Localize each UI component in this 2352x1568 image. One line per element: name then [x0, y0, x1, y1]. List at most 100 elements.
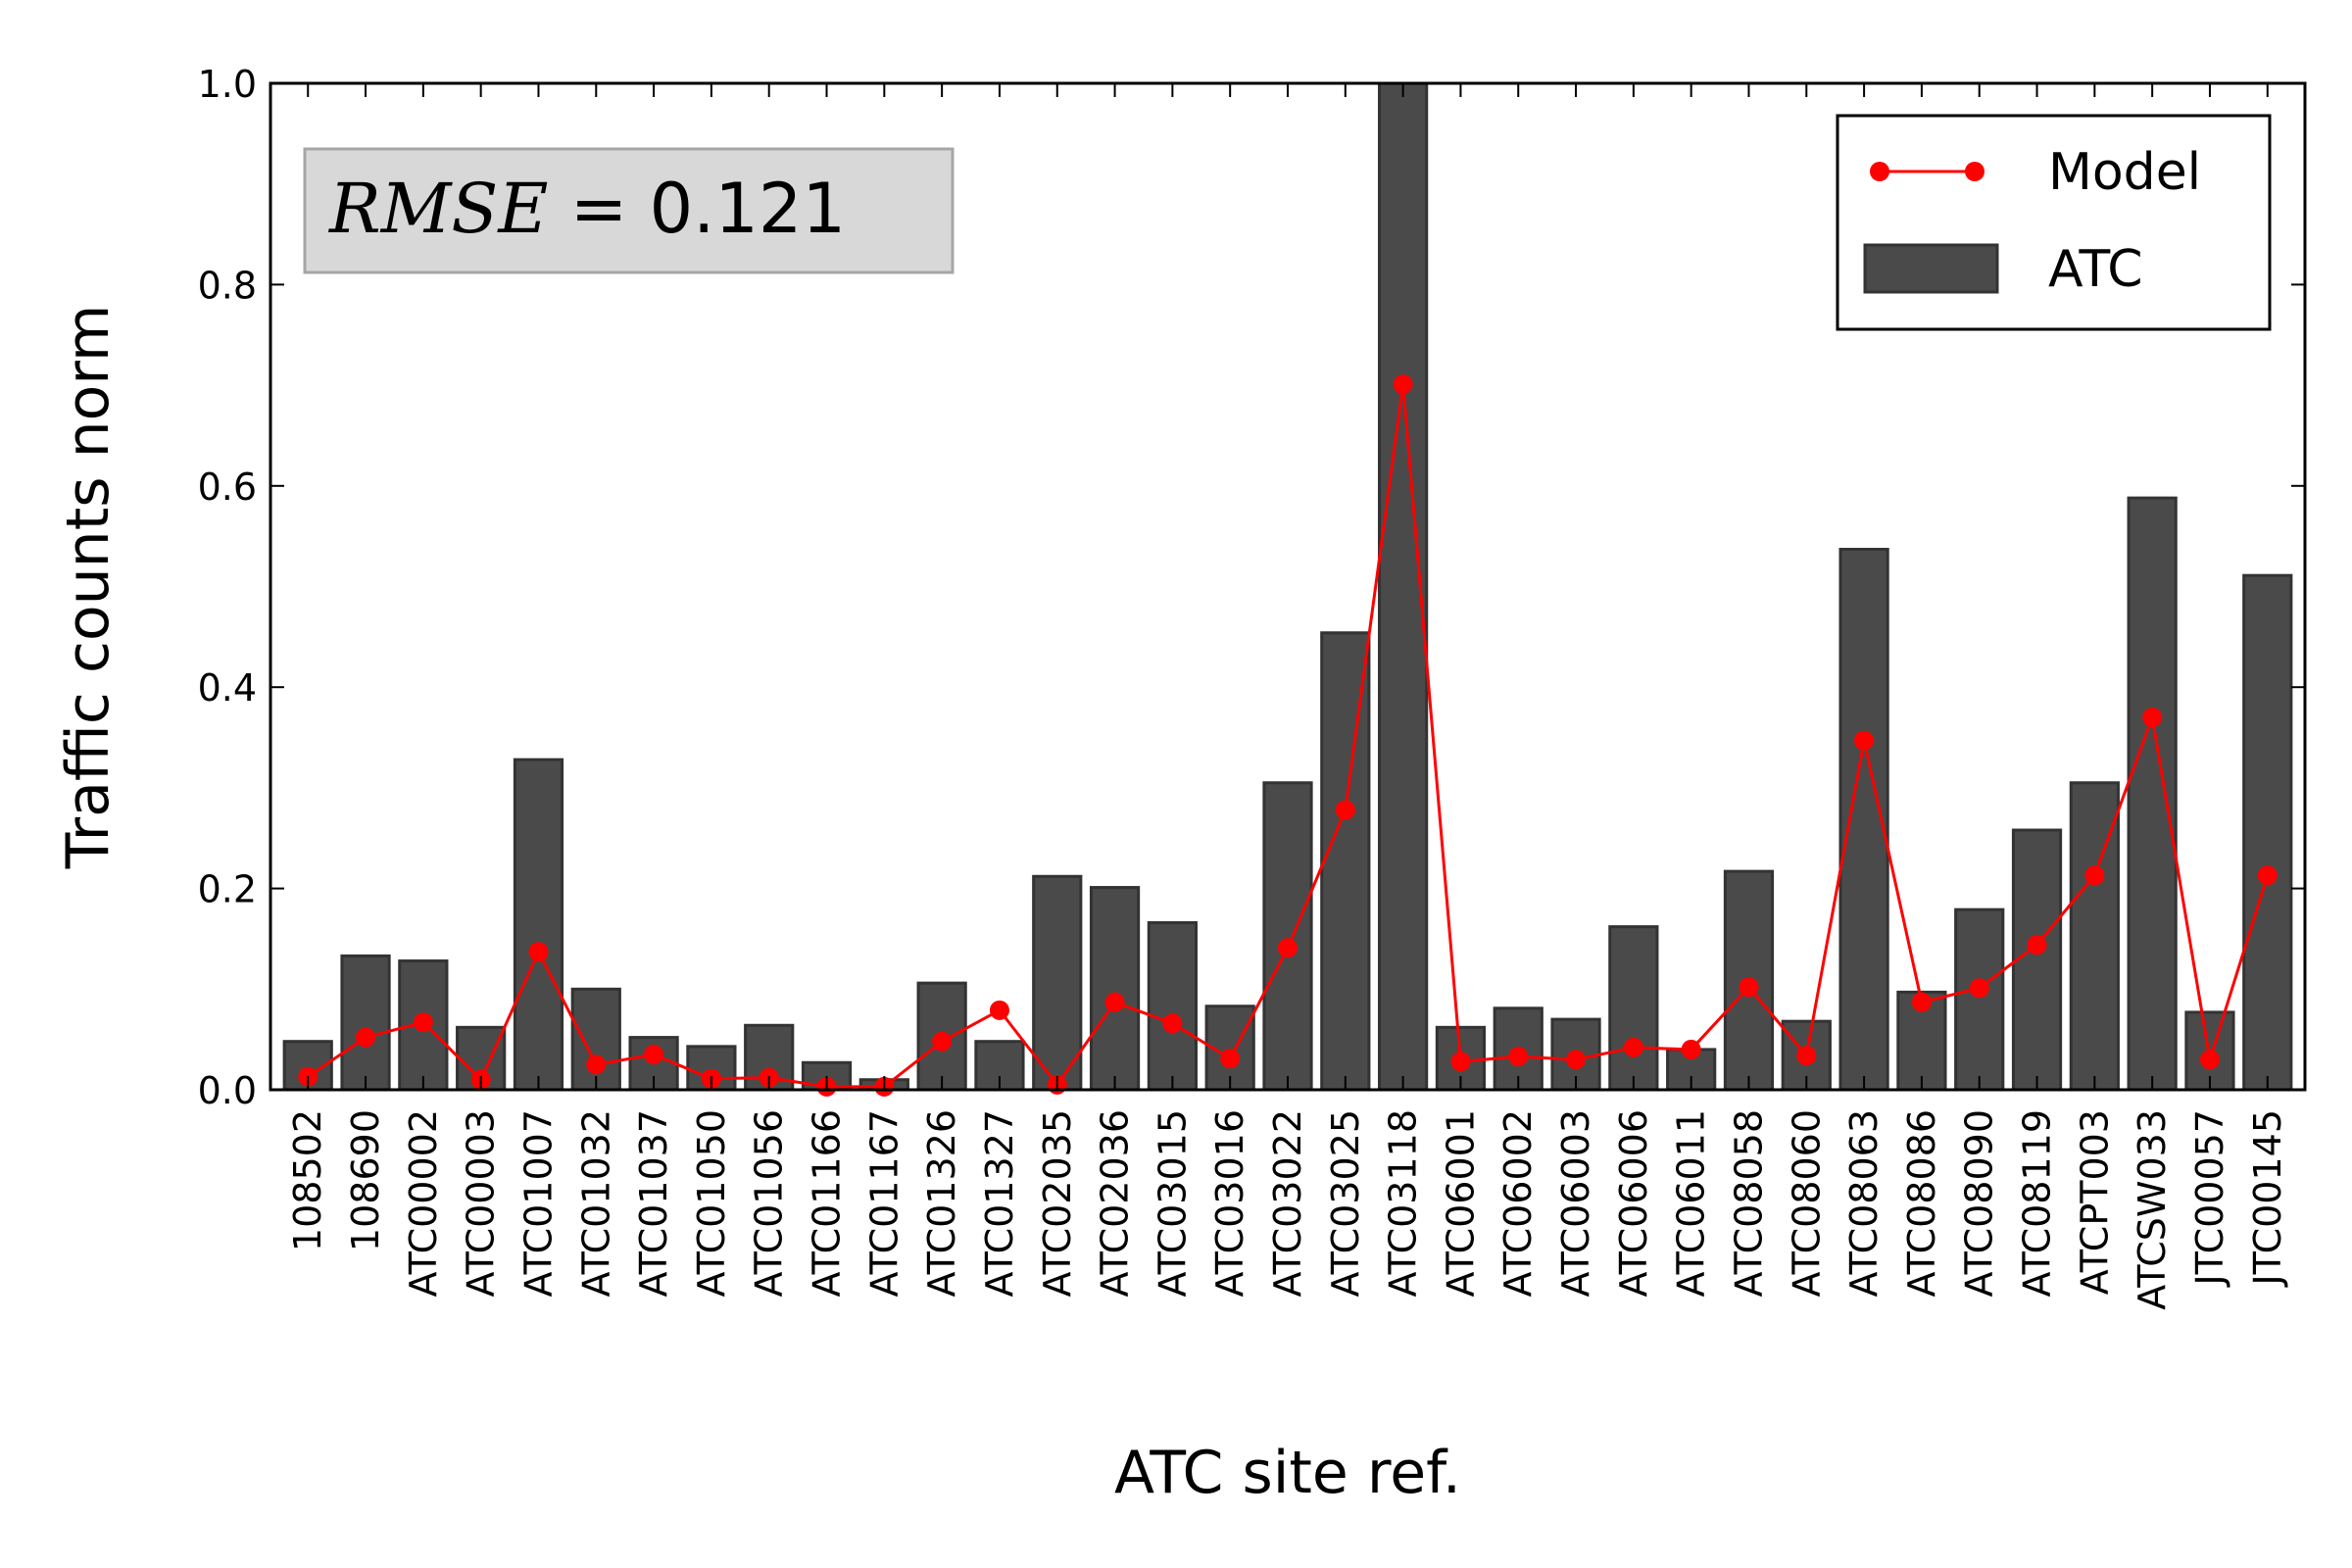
model-point-ATC08090 — [1969, 978, 1989, 999]
model-point-ATC01007 — [528, 942, 549, 962]
model-point-ATC06006 — [1623, 1037, 1643, 1057]
x-tick-label: ATC01032 — [574, 1109, 617, 1297]
y-tick-label: 0.0 — [198, 1069, 257, 1112]
model-point-JTC00145 — [2257, 865, 2278, 886]
y-tick-label: 0.8 — [198, 264, 257, 307]
y-tick-label: 0.2 — [198, 868, 257, 911]
bar-ATC08119 — [2011, 828, 2063, 1092]
bar-ATCSW033 — [2127, 496, 2178, 1092]
x-tick-label: ATC08119 — [2016, 1109, 2059, 1297]
bar-ATC01032 — [570, 987, 621, 1092]
x-tick-label: ATC01050 — [690, 1109, 733, 1297]
rmse-equals: = — [548, 169, 649, 249]
x-tick-label: 108690 — [344, 1109, 387, 1251]
model-point-ATC08063 — [1854, 730, 1875, 751]
x-tick-label: ATC06011 — [1670, 1109, 1713, 1297]
model-point-ATC01326 — [932, 1031, 953, 1052]
x-tick-label: ATC01056 — [748, 1109, 791, 1297]
bar-ATC02036 — [1089, 886, 1141, 1092]
x-tick-label: ATC01327 — [978, 1109, 1021, 1297]
x-tick-label: ATC08086 — [1900, 1109, 1943, 1297]
bar-ATC06006 — [1608, 925, 1659, 1092]
model-point-ATC08058 — [1739, 977, 1759, 998]
model-point-ATC03022 — [1278, 938, 1298, 958]
x-tick-label: ATC03025 — [1324, 1109, 1367, 1297]
model-point-ATC08119 — [2027, 935, 2047, 956]
x-tick-label: ATC03015 — [1151, 1109, 1194, 1297]
model-point-ATC02036 — [1104, 992, 1125, 1012]
legend: Model ATC — [1836, 114, 2272, 331]
legend-atc-swatch-icon — [1863, 243, 1999, 294]
model-point-108690 — [356, 1027, 376, 1048]
x-tick-label: ATCSW033 — [2131, 1109, 2174, 1310]
bars-group — [282, 81, 2293, 1092]
bar-ATC03022 — [1262, 781, 1313, 1092]
legend-atc-label: ATC — [2048, 240, 2143, 299]
x-tick-label: ATC02036 — [1094, 1109, 1137, 1297]
x-tick-label: ATC02035 — [1036, 1109, 1079, 1297]
bar-ATC03015 — [1147, 921, 1198, 1092]
model-point-ATC06002 — [1508, 1047, 1529, 1067]
x-tick-label: ATCPT003 — [2073, 1109, 2116, 1295]
x-tick-label: ATC01037 — [632, 1109, 675, 1297]
legend-model-label: Model — [2048, 143, 2201, 202]
x-tick-label: ATC01166 — [806, 1109, 849, 1297]
x-tick-label: ATC06002 — [1496, 1109, 1540, 1297]
x-tick-label: JTC00145 — [2246, 1109, 2289, 1288]
x-tick-label: ATC00002 — [402, 1109, 445, 1297]
model-point-ATC03015 — [1162, 1013, 1183, 1034]
model-point-JTC00057 — [2199, 1050, 2220, 1070]
x-tick-label: JTC00057 — [2188, 1109, 2231, 1288]
model-point-ATC06003 — [1566, 1050, 1587, 1070]
model-point-ATC06001 — [1450, 1052, 1471, 1072]
bar-ATC02035 — [1032, 874, 1083, 1092]
y-axis-title: Traffic counts norm — [54, 305, 122, 870]
x-tick-label: 108502 — [286, 1109, 329, 1251]
model-point-ATC06011 — [1681, 1039, 1701, 1059]
legend-model-marker-icon — [1965, 162, 1984, 181]
x-tick-label: ATC03016 — [1208, 1109, 1251, 1297]
x-tick-label: ATC08058 — [1727, 1109, 1770, 1297]
model-point-ATC01327 — [989, 1000, 1009, 1020]
bar-ATC03025 — [1320, 631, 1371, 1092]
model-point-ATC03025 — [1335, 800, 1355, 820]
x-tick-label: ATC00003 — [460, 1109, 503, 1297]
x-tick-label: ATC06003 — [1554, 1109, 1597, 1297]
bar-ATC01007 — [513, 758, 564, 1092]
x-tick-label: ATC03118 — [1382, 1109, 1425, 1297]
x-tick-label: ATC01007 — [516, 1109, 560, 1297]
legend-frame — [1836, 114, 2272, 331]
model-point-ATC08060 — [1796, 1046, 1817, 1066]
x-axis-title: ATC site ref. — [1114, 1439, 1461, 1507]
rmse-value: 0.121 — [650, 169, 846, 249]
rmse-box-background — [303, 147, 955, 274]
y-tick-label: 0.4 — [198, 666, 257, 710]
x-tick-label: ATC03022 — [1266, 1109, 1309, 1297]
x-tick-label: ATC08063 — [1842, 1109, 1886, 1297]
model-point-ATCPT003 — [2084, 865, 2105, 886]
rmse-label: RMSE — [327, 169, 548, 249]
bar-108690 — [340, 954, 391, 1092]
model-point-ATC03016 — [1220, 1049, 1241, 1069]
model-point-ATC00002 — [413, 1012, 433, 1033]
model-line-group — [298, 374, 2278, 1097]
x-tick-label: ATC01326 — [920, 1109, 963, 1297]
model-point-ATC08086 — [1911, 992, 1932, 1012]
bar-JTC00145 — [2242, 573, 2293, 1092]
model-point-ATC01032 — [586, 1054, 607, 1075]
model-point-ATC03118 — [1393, 374, 1413, 395]
x-tick-label: ATC08060 — [1785, 1109, 1828, 1297]
rmse-text: RMSE = 0.121 — [327, 169, 846, 249]
x-tick-label: ATC01167 — [862, 1109, 906, 1297]
x-axis: 108502 108690 ATC00002 ATC00003 ATC01007 ATC0… — [286, 83, 2289, 1310]
y-tick-label: 0.6 — [198, 466, 257, 509]
model-point-ATCSW033 — [2142, 708, 2163, 728]
x-tick-label: ATC06001 — [1439, 1109, 1482, 1297]
y-axis: 0.0 0.2 0.4 0.6 0.8 1.0 — [198, 63, 2305, 1112]
y-tick-label: 1.0 — [198, 63, 257, 106]
model-point-ATC01037 — [644, 1045, 664, 1065]
legend-model-marker-icon — [1870, 162, 1889, 181]
x-tick-label: ATC08090 — [1958, 1109, 2001, 1297]
rmse-annotation: RMSE = 0.121 — [303, 147, 955, 274]
